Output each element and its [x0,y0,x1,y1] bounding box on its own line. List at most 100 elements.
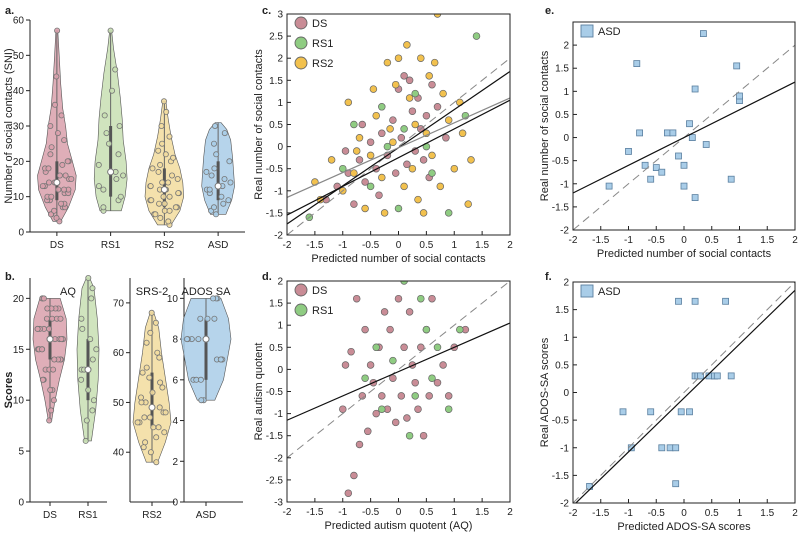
panel-e-point-asd [688,134,696,142]
panel-d-point-rs1 [417,294,425,303]
panel-d-ytick-label: -2 [274,453,283,464]
panel-f-ytick-label: 0 [563,388,569,399]
panel-b-subplot-title: SRS-2 [136,286,168,298]
panel-b-xtick-label: RS1 [78,510,98,521]
panel-a-rs2-point [160,98,167,105]
panel-a-rs2-median [160,186,168,194]
panel-c-point-rs2 [380,209,389,217]
panel-e-ytick-label: -2 [560,226,569,237]
panel-b-ds-point [58,336,65,343]
panel-a-rs1-point [101,112,108,119]
panel-f-ytick-label: -1 [560,443,569,454]
panel-c-xlabel: Predicted number of social contacts [311,253,486,265]
panel-b-rs2-point [150,424,157,431]
panel-e-point-asd [641,161,649,169]
panel-a-asd-point [220,200,227,207]
panel-f-fit-line [574,289,795,503]
panel-b-rs1-point [90,397,97,404]
panel-f-legend-label: ASD [598,286,621,298]
panel-c-point-rs2 [430,58,439,67]
panel-a-asd-point [226,158,233,165]
panel-c-legend-label: DS [312,18,327,30]
panel-c-point-rs1 [383,142,392,151]
panel-c-ytick-label: -1 [274,186,283,197]
panel-a-rs2-point [148,197,155,204]
panel-d-bg [287,281,510,502]
panel-a-rs2-point [159,179,166,186]
panel-c-point-rs1 [428,169,436,177]
panel-c-point-ds [350,200,358,208]
panel-c-point-rs2 [408,164,417,173]
panel-f-xlabel: Predicted ADOS-SA scores [617,521,751,533]
panel-c-ytick-label: -0.5 [266,164,284,175]
panel-d-xtick-label: 2 [507,507,513,518]
panel-b-ds-point [57,315,64,322]
panel-b-rs2-point [153,434,160,441]
panel-c-fit-line [287,99,510,216]
panel-f-ytick-label: 1.5 [555,305,569,316]
panel-a-ds-median [53,179,61,187]
panel-e-point-asd [652,164,660,172]
panel-a-rs2-point [147,183,154,190]
panel-d-point-ds [341,361,350,369]
panel-e-xlabel: Predicted number of social contacts [597,248,772,260]
panel-b-ds-point [46,325,53,332]
panel-a-rs1-point [100,186,107,193]
panel-c-point-rs1 [472,32,481,40]
panel-c-point-ds [366,138,375,146]
panel-d-xlabel: Predicted autism quotent (AQ) [325,520,473,532]
panel-c-point-rs2 [344,98,353,107]
panel-b-rs2-point [157,379,164,386]
panel-d-point-ds [366,361,375,369]
panel-e-point-asd [675,152,682,160]
panel-b-ytick-label: 20 [13,294,25,305]
panel-a-asd-point [213,151,220,158]
panel-e-xtick-label: 0.5 [705,235,719,246]
panel-b-rs2-point [134,419,141,426]
panel-b-rs2-point [139,369,146,376]
panel-f-xtick-label: -0.5 [648,508,666,519]
panel-c-point-rs1 [394,204,403,213]
panel-a-rs2-point [155,147,162,154]
panel-b-rs2-point [149,389,156,396]
panel-a-rs2-point [172,204,179,211]
panel-a-ds-point [46,179,53,186]
panel-f-point-asd [672,444,680,452]
panel-b-ds-point [51,356,58,363]
panel-b-asd-point [204,315,211,322]
panel-c-point-rs2 [458,129,467,138]
panel-a-rs1-point [109,87,116,94]
panel-e-point-asd [658,168,666,176]
panel-c-ytick-label: -2 [274,231,283,242]
panel-d-point-rs1 [428,374,436,382]
panel-d-xtick-label: 1 [451,507,457,518]
panel-b-ds-point [46,417,53,424]
panel-e-point-asd [727,175,735,183]
panel-b-rs1-point [89,407,96,414]
panel-d-point-ds [405,308,414,316]
panel-c-legend-marker [294,16,308,30]
panel-b-rs1-point [83,417,90,424]
panel-e-point-asd [680,161,688,169]
panel-d-ytick-label: 1 [277,321,283,332]
panel-b-ds-point [50,366,57,373]
panel-d-point-rs1 [422,325,431,334]
panel-b-ytick-label: 60 [113,348,125,359]
panel-d-legend-label: RS1 [312,305,333,317]
panel-b-ytick-label: 10 [167,294,179,305]
panel-b-rs2-point [155,424,162,431]
panel-c-point-ds [341,147,350,155]
panel-d-xtick-label: 1.5 [475,507,489,518]
panel-b-rs1-point [79,325,86,332]
panel-c-point-rs2 [327,156,336,164]
panel-c-ylabel: Real number of social contacts [253,49,265,200]
panel-e-point-asd [664,129,671,137]
panel-e-point-asd [625,147,632,155]
panel-a-ds-point [58,112,65,119]
panel-d-point-ds [347,347,355,356]
panel-d-ytick-label: -1 [274,409,283,420]
panel-c-point-rs2 [372,111,380,120]
panel-c-point-rs2 [389,138,397,146]
panel-a-rs1-point [103,130,110,137]
panel-c-point-ds [422,111,431,120]
